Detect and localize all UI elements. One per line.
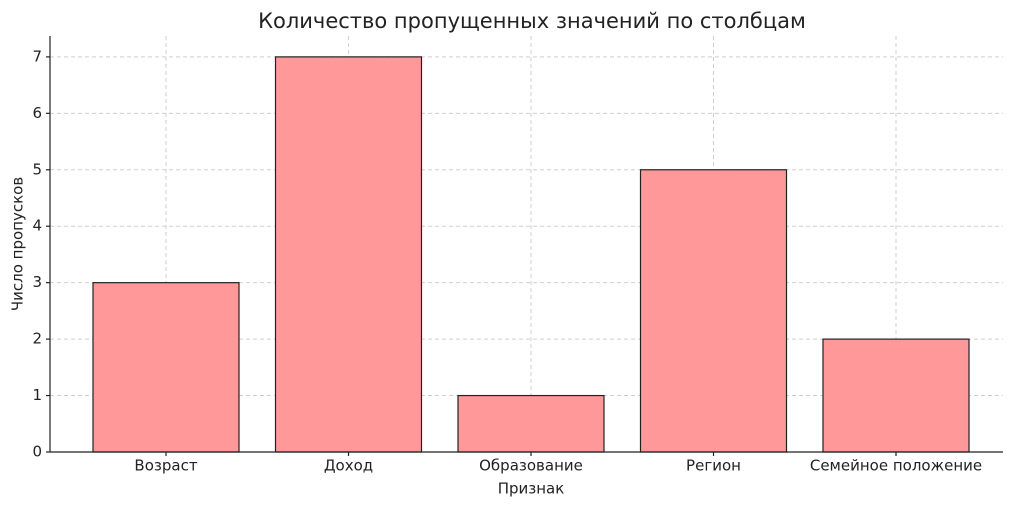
x-tick-label: Регион [686,457,741,475]
y-tick-label: 0 [32,443,42,461]
chart-title: Количество пропущенных значений по столб… [258,9,806,33]
bar [274,56,423,453]
y-tick-label: 7 [32,47,42,65]
y-axis-label: Число пропусков [9,177,27,311]
y-tick-label: 6 [32,104,42,122]
y-tick-label: 3 [32,273,42,291]
x-tick-label: Семейное положение [810,457,982,475]
y-tick-label: 1 [32,386,42,404]
x-axis-label: Признак [498,480,565,498]
bar [457,394,605,453]
bar [822,338,970,453]
bar [639,169,788,453]
y-tick-label: 4 [32,217,42,235]
x-tick-label: Доход [324,457,373,475]
bar [92,282,240,453]
x-tick-label: Образование [479,457,583,475]
y-tick-label: 2 [32,330,42,348]
x-tick-label: Возраст [134,457,197,475]
y-tick-label: 5 [32,160,42,178]
